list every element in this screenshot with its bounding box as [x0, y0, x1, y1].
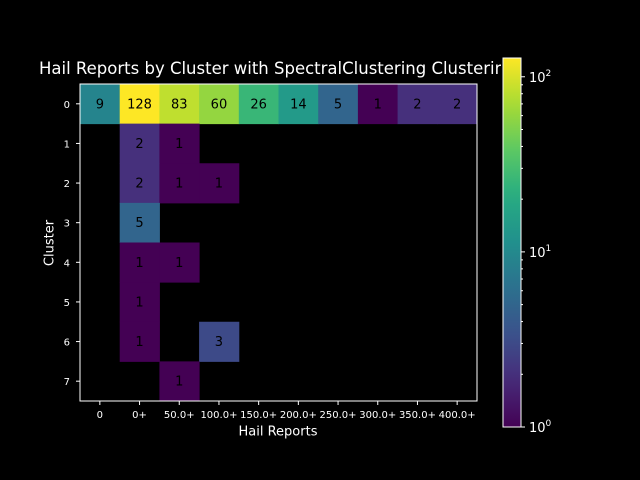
heatmap-cell: [119, 123, 160, 164]
heatmap-cell: [238, 84, 279, 125]
heatmap-cell: [199, 163, 240, 204]
heatmap-cell: [159, 84, 200, 125]
y-tick-label: 2: [64, 179, 70, 190]
cell-label: 128: [127, 97, 152, 112]
colorbar-tick-label: 102: [529, 69, 551, 86]
y-tick-label: 7: [64, 377, 70, 388]
cell-label: 1: [135, 295, 143, 310]
cell-label: 14: [290, 97, 307, 112]
heatmap-cell: [119, 282, 160, 323]
x-tick-label: 150.0+: [240, 410, 277, 421]
colorbar-tick-label: 100: [529, 419, 552, 436]
heatmap-cell: [80, 84, 121, 125]
x-tick-label: 250.0+: [320, 410, 357, 421]
heatmap-cell: [119, 202, 160, 243]
cell-label: 1: [175, 177, 183, 192]
x-tick-label: 0: [97, 410, 103, 421]
cell-label: 5: [334, 97, 342, 112]
y-tick-label: 3: [64, 219, 70, 230]
cell-label: 2: [135, 177, 143, 192]
x-tick-label: 350.0+: [399, 410, 436, 421]
heatmap-cell: [318, 84, 359, 125]
x-tick-label: 400.0+: [439, 410, 476, 421]
y-tick-label: 1: [64, 139, 70, 150]
plot-frame: [79, 83, 478, 402]
cell-label: 2: [453, 97, 461, 112]
heatmap-cell: [199, 321, 240, 362]
heatmap-cell: [119, 242, 160, 283]
heatmap-cell: [119, 163, 160, 204]
heatmap-cell: [159, 242, 200, 283]
y-tick-label: 0: [64, 100, 70, 111]
x-tick-label: 200.0+: [280, 410, 317, 421]
cell-label: 9: [96, 97, 104, 112]
cell-label: 1: [135, 335, 143, 350]
cell-label: 1: [374, 97, 382, 112]
cell-label: 1: [175, 137, 183, 152]
y-tick-label: 4: [64, 258, 70, 269]
cell-label: 1: [135, 256, 143, 271]
cell-label: 1: [175, 256, 183, 271]
cell-label: 2: [413, 97, 421, 112]
heatmap-cell: [437, 84, 478, 125]
cell-label: 2: [135, 137, 143, 152]
y-tick-label: 5: [64, 298, 70, 309]
x-tick-label: 0+: [132, 410, 147, 421]
cell-label: 26: [250, 97, 267, 112]
heatmap-cell: [357, 84, 399, 125]
x-tick-label: 100.0+: [200, 410, 237, 421]
cell-label: 5: [135, 216, 143, 231]
colorbar: [502, 57, 522, 428]
cell-label: 3: [215, 335, 223, 350]
heatmap-cell: [278, 84, 319, 125]
y-tick-label: 6: [64, 338, 70, 349]
cell-label: 60: [211, 97, 228, 112]
cell-label: 1: [215, 177, 223, 192]
heatmap-cell: [159, 123, 200, 164]
heatmap-cell: [199, 84, 240, 125]
colorbar-tick-label: 101: [529, 244, 551, 261]
heatmap-cell: [119, 321, 160, 362]
x-axis-label: Hail Reports: [238, 424, 318, 440]
cell-label: 1: [175, 375, 183, 390]
heatmap-cell: [397, 84, 438, 125]
x-tick-label: 300.0+: [359, 410, 396, 421]
chart-title: Hail Reports by Cluster with SpectralClu…: [39, 59, 501, 78]
heatmap-cell: [159, 163, 200, 204]
x-tick-label: 50.0+: [164, 410, 195, 421]
heatmap-cell: [119, 84, 160, 125]
cell-label: 83: [171, 97, 188, 112]
heatmap-cell: [159, 361, 200, 402]
